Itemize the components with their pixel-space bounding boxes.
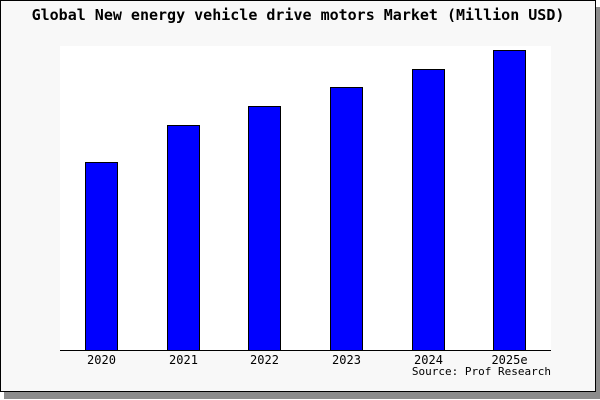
x-tick-label-2021: 2021: [169, 353, 198, 367]
plot-area: [60, 46, 551, 351]
x-tick-label-2025e: 2025e: [491, 353, 528, 367]
x-tick-label-2024: 2024: [414, 353, 443, 367]
x-tick-label-2020: 2020: [87, 353, 116, 367]
x-tick-label-2022: 2022: [250, 353, 279, 367]
bar-2023: [330, 87, 363, 350]
bar-2024: [412, 69, 445, 350]
bar-2021: [167, 125, 200, 350]
chart-title: Global New energy vehicle drive motors M…: [31, 6, 565, 24]
bar-2020: [85, 162, 118, 350]
bar-2025e: [493, 50, 526, 350]
source-label: Source: Prof Research: [411, 365, 551, 378]
x-tick-label-2023: 2023: [332, 353, 361, 367]
bar-2022: [248, 106, 281, 350]
